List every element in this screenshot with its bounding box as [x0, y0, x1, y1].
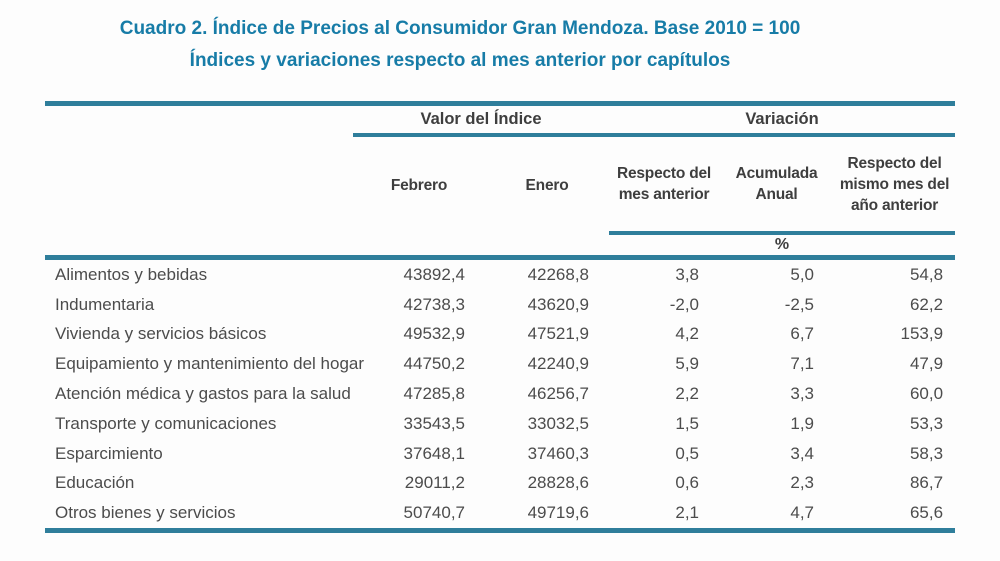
row-label: Equipamiento y mantenimiento del hogar	[55, 354, 365, 374]
cell-enero: 43620,9	[527, 294, 590, 314]
row-label: Educación	[55, 473, 135, 493]
row-label: Transporte y comunicaciones	[55, 413, 277, 433]
cell-respecto-anio: 65,6	[834, 498, 956, 534]
cell-respecto-mes: -2,0	[669, 294, 700, 314]
cell-respecto-mes: 4,2	[675, 324, 700, 344]
cell-respecto-mes: 3,8	[675, 264, 700, 284]
col-header-acumulada-anual: Acumulada Anual	[719, 135, 835, 235]
unit-percent-label: %	[609, 233, 956, 260]
cell-respecto-anio: 47,9	[909, 354, 944, 374]
col-header-enero: Enero	[525, 176, 569, 194]
cell-febrero: 37648,1	[403, 443, 465, 463]
table-title-line1: Cuadro 2. Índice de Precios al Consumido…	[119, 18, 801, 39]
cell-enero: 42268,8	[527, 264, 590, 284]
row-label: Otros bienes y servicios	[45, 498, 353, 534]
cell-enero: 42240,9	[527, 354, 590, 374]
cell-respecto-mes: 0,6	[675, 473, 700, 493]
col-header-respecto-anio-anterior: Respecto del mismo mes del año anterior	[834, 135, 956, 235]
table-row: Vivienda y servicios básicos 49532,9 475…	[45, 320, 955, 350]
cell-enero: 33032,5	[527, 413, 590, 433]
cell-respecto-anio: 54,8	[909, 264, 944, 284]
table-row: Equipamiento y mantenimiento del hogar 4…	[45, 349, 955, 379]
column-header-row: Febrero Enero Respecto del mes anterior …	[45, 135, 956, 235]
table-row: Otros bienes y servicios 50740,7 49719,6…	[45, 498, 956, 534]
group-header-valor-del-indice: Valor del Índice	[353, 101, 610, 137]
cell-acumulada: 7,1	[790, 354, 815, 374]
table-row: Transporte y comunicaciones 33543,5 3303…	[45, 409, 955, 439]
cell-respecto-anio: 53,3	[909, 413, 944, 433]
row-label: Esparcimiento	[55, 443, 163, 463]
cell-respecto-mes: 2,2	[675, 384, 700, 404]
cell-febrero: 43892,4	[403, 264, 465, 284]
empty-label-header-cell	[45, 101, 353, 135]
row-label: Vivienda y servicios básicos	[55, 324, 267, 344]
table-row: Alimentos y bebidas 43892,4 42268,8 3,8 …	[45, 258, 955, 290]
cell-enero: 37460,3	[527, 443, 590, 463]
group-header-row: Valor del Índice Variación	[45, 101, 956, 137]
table-row: Educación 29011,2 28828,6 0,6 2,3 86,7	[45, 469, 955, 499]
cell-respecto-mes: 0,5	[675, 443, 700, 463]
col-header-febrero: Febrero	[390, 176, 448, 194]
empty-unit-cell	[45, 233, 610, 260]
cell-enero: 28828,6	[527, 473, 590, 493]
table-row: Indumentaria 42738,3 43620,9 -2,0 -2,5 6…	[45, 290, 955, 320]
cell-febrero: 44750,2	[403, 354, 465, 374]
col-header-respecto-mes-anterior: Respecto del mes anterior	[609, 135, 720, 235]
cell-respecto-anio: 60,0	[909, 384, 944, 404]
cell-respecto-anio: 86,7	[909, 473, 944, 493]
group-header-variacion: Variación	[609, 101, 956, 137]
empty-label-subheader-cell	[45, 135, 353, 233]
table-title-line2: Índices y variaciones respecto al mes an…	[189, 50, 731, 71]
cell-acumulada: 1,9	[790, 413, 815, 433]
cell-acumulada: 5,0	[790, 264, 815, 284]
cell-acumulada: 4,7	[719, 498, 835, 534]
cell-acumulada: 3,4	[790, 443, 815, 463]
cell-enero: 47521,9	[527, 324, 590, 344]
cell-febrero: 50740,7	[353, 498, 485, 534]
cell-acumulada: 6,7	[790, 324, 815, 344]
table-row: Atención médica y gastos para la salud 4…	[45, 379, 955, 409]
cell-respecto-anio: 153,9	[900, 324, 944, 344]
cell-febrero: 29011,2	[404, 473, 465, 493]
row-label: Alimentos y bebidas	[55, 264, 208, 284]
cell-respecto-mes: 5,9	[675, 354, 700, 374]
cell-febrero: 33543,5	[403, 413, 465, 433]
cell-febrero: 42738,3	[403, 294, 465, 314]
table-row: Esparcimiento 37648,1 37460,3 0,5 3,4 58…	[45, 439, 955, 469]
cell-febrero: 47285,8	[403, 384, 465, 404]
cell-acumulada: 2,3	[790, 473, 815, 493]
unit-row: %	[45, 233, 956, 260]
row-label: Indumentaria	[55, 294, 155, 314]
cell-respecto-mes: 2,1	[609, 498, 720, 534]
table-title: Cuadro 2. Índice de Precios al Consumido…	[0, 13, 920, 77]
row-label: Atención médica y gastos para la salud	[55, 384, 351, 404]
cell-acumulada: -2,5	[784, 294, 815, 314]
cell-respecto-anio: 58,3	[909, 443, 944, 463]
ipc-table: Valor del Índice Variación Febrero Enero…	[45, 101, 956, 534]
cell-respecto-anio: 62,2	[909, 294, 944, 314]
cell-febrero: 49532,9	[403, 324, 465, 344]
cell-respecto-mes: 1,5	[675, 413, 700, 433]
cell-acumulada: 3,3	[790, 384, 815, 404]
cell-enero: 46256,7	[527, 384, 590, 404]
cell-enero: 49719,6	[485, 498, 610, 534]
